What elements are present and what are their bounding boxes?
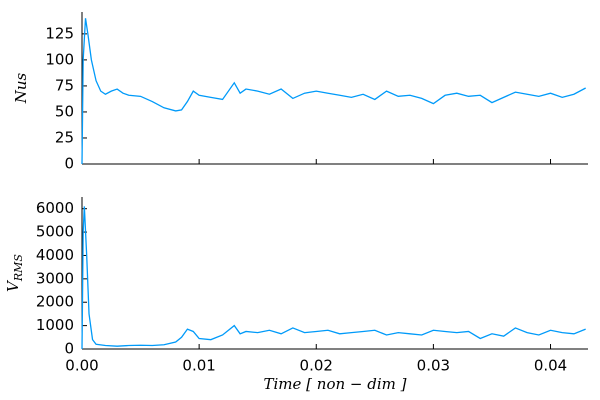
y-tick-label: 125 [45, 24, 74, 42]
y-tick-label: 3000 [36, 269, 74, 287]
y-label-sub: RMS [12, 254, 25, 283]
x-tick-label: 0.00 [65, 357, 98, 375]
x-tick-label: 0.04 [534, 357, 567, 375]
y-tick-label: 5000 [36, 223, 74, 241]
x-tick-label: 0.02 [300, 357, 333, 375]
data-line [81, 18, 586, 165]
data-line [81, 206, 586, 350]
y-tick-label: 0 [64, 155, 74, 173]
y-tick-label: 0 [64, 340, 74, 358]
x-tick-label: 0.01 [182, 357, 215, 375]
x-tick-label: 0.03 [417, 357, 450, 375]
y-label-base: V [4, 279, 22, 292]
y-tick-label: 100 [45, 50, 74, 68]
y-tick-label: 4000 [36, 246, 74, 264]
y-axis-label: Nus [12, 72, 30, 104]
y-tick-label: 1000 [36, 316, 74, 334]
x-axis-label: Time [ non − dim ] [264, 375, 407, 393]
y-axis-label: VRMS [4, 254, 25, 292]
y-tick-label: 75 [55, 76, 74, 94]
y-tick-label: 50 [55, 102, 74, 120]
y-tick-label: 25 [55, 128, 74, 146]
y-tick-label: 6000 [36, 199, 74, 217]
y-tick-label: 2000 [36, 293, 74, 311]
